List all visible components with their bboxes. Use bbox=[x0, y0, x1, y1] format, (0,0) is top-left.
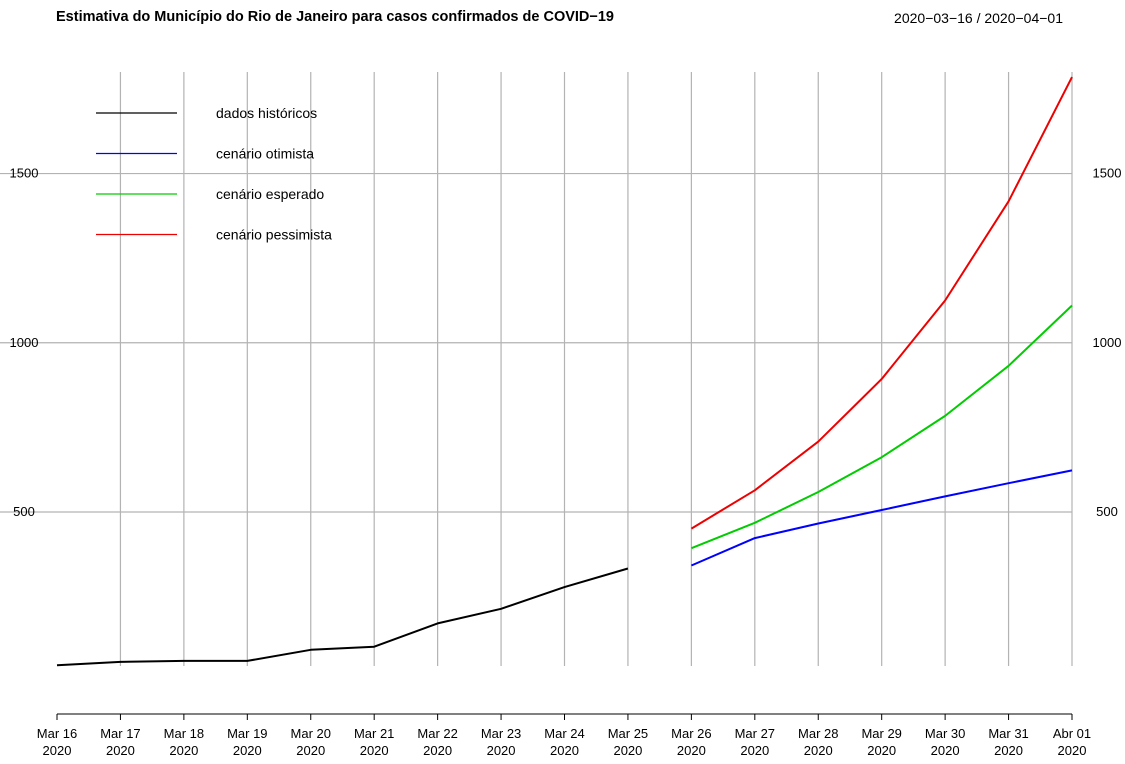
x-tick-label: Mar 16 bbox=[37, 726, 77, 741]
legend-label: cenário pessimista bbox=[216, 227, 332, 243]
y-tick-label-right: 1000 bbox=[1093, 335, 1122, 350]
x-tick-year-label: 2020 bbox=[487, 743, 516, 758]
series-lines bbox=[56, 76, 1073, 667]
series-line-2 bbox=[691, 304, 1073, 550]
x-tick-year-label: 2020 bbox=[994, 743, 1023, 758]
chart-title: Estimativa do Município do Rio de Janeir… bbox=[56, 9, 614, 25]
x-tick-year-label: 2020 bbox=[931, 743, 960, 758]
x-tick-label: Mar 29 bbox=[861, 726, 901, 741]
series-line-3 bbox=[690, 76, 1073, 530]
y-tick-label-right: 500 bbox=[1096, 504, 1118, 519]
x-tick-year-label: 2020 bbox=[296, 743, 325, 758]
x-tick-label: Mar 25 bbox=[608, 726, 648, 741]
legend: dados históricos cenário otimista cenário … bbox=[96, 105, 332, 243]
series-line-1 bbox=[691, 469, 1073, 567]
x-tick-year-label: 2020 bbox=[613, 743, 642, 758]
x-tick-year-label: 2020 bbox=[740, 743, 769, 758]
series-line-0 bbox=[56, 567, 629, 667]
legend-label: dados históricos bbox=[216, 105, 317, 121]
y-axis-labels: 500 500 1000 1000 1500 1500 bbox=[10, 166, 1122, 519]
x-tick-label: Mar 23 bbox=[481, 726, 521, 741]
y-tick-label-left: 500 bbox=[13, 504, 35, 519]
legend-label: cenário otimista bbox=[216, 146, 314, 162]
x-tick-label: Mar 27 bbox=[735, 726, 775, 741]
x-tick-label: Mar 24 bbox=[544, 726, 584, 741]
x-tick-label: Abr 01 bbox=[1053, 726, 1091, 741]
x-tick-label: Mar 21 bbox=[354, 726, 394, 741]
date-range-label: 2020−03−16 / 2020−04−01 bbox=[894, 10, 1063, 26]
x-tick-label: Mar 22 bbox=[417, 726, 457, 741]
x-tick-label: Mar 30 bbox=[925, 726, 965, 741]
x-tick-year-label: 2020 bbox=[677, 743, 706, 758]
x-tick-label: Mar 28 bbox=[798, 726, 838, 741]
x-tick-year-label: 2020 bbox=[169, 743, 198, 758]
x-tick-year-label: 2020 bbox=[43, 743, 72, 758]
x-tick-year-label: 2020 bbox=[550, 743, 579, 758]
y-tick-label-right: 1500 bbox=[1093, 166, 1122, 181]
x-tick-label: Mar 31 bbox=[988, 726, 1028, 741]
x-tick-year-label: 2020 bbox=[360, 743, 389, 758]
x-tick-label: Mar 26 bbox=[671, 726, 711, 741]
x-tick-year-label: 2020 bbox=[1058, 743, 1087, 758]
grid-lines bbox=[0, 72, 1073, 666]
x-tick-year-label: 2020 bbox=[804, 743, 833, 758]
x-tick-label: Mar 17 bbox=[100, 726, 140, 741]
x-tick-year-label: 2020 bbox=[233, 743, 262, 758]
x-axis: Mar 16 2020 Mar 17 2020 Mar 18 2020 Mar 19 2020… bbox=[37, 713, 1091, 758]
y-tick-label-left: 1000 bbox=[10, 335, 39, 350]
x-tick-label: Mar 19 bbox=[227, 726, 267, 741]
legend-label: cenário esperado bbox=[216, 186, 324, 202]
x-tick-year-label: 2020 bbox=[423, 743, 452, 758]
y-tick-label-left: 1500 bbox=[10, 166, 39, 181]
x-tick-year-label: 2020 bbox=[106, 743, 135, 758]
x-tick-year-label: 2020 bbox=[867, 743, 896, 758]
x-tick-label: Mar 18 bbox=[164, 726, 204, 741]
x-tick-label: Mar 20 bbox=[291, 726, 331, 741]
